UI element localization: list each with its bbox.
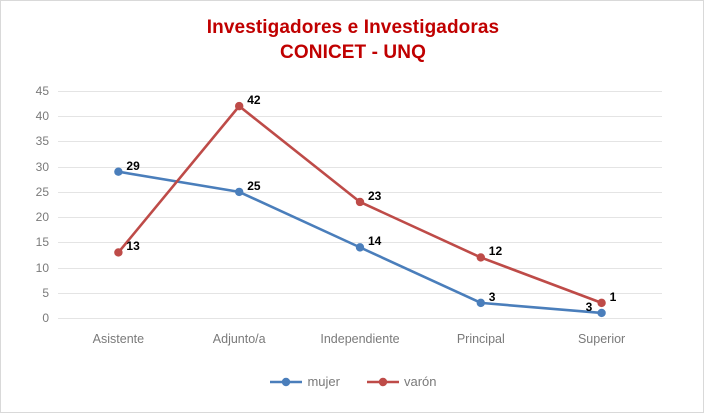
data-point-marker [355, 197, 365, 207]
y-axis-tick-label: 45 [35, 84, 49, 98]
gridline [58, 267, 662, 269]
plot-area: 29 25 14 3 3 13 42 23 12 1 [58, 91, 662, 319]
data-point-marker [235, 187, 244, 197]
data-label: 29 [126, 158, 140, 173]
x-axis-tick-label: Superior [577, 332, 626, 346]
data-label: 25 [247, 178, 261, 193]
gridline [58, 191, 662, 193]
x-axis-tick-label: Asistente [92, 332, 145, 346]
y-axis-tick-label: 25 [35, 184, 49, 199]
chart-legend: mujer varón [1, 375, 703, 389]
y-axis-tick-label: 40 [35, 109, 49, 124]
data-point-marker [355, 243, 365, 252]
x-axis-tick-label: Adjunto/a [212, 332, 266, 346]
chart-title-line-2: CONICET - UNQ [280, 42, 426, 63]
data-label: 3 [488, 289, 496, 304]
legend-swatch-icon [366, 377, 399, 387]
data-point-marker [114, 248, 123, 257]
gridline [58, 166, 662, 168]
legend-label: varón [403, 374, 437, 389]
data-point-marker [114, 167, 123, 176]
data-label: 23 [368, 188, 382, 203]
data-label: 12 [488, 244, 503, 259]
gridline [58, 91, 662, 92]
data-point-marker [235, 101, 244, 111]
data-point-marker [597, 298, 606, 308]
y-axis-tick-label: 35 [35, 134, 49, 149]
gridline [58, 292, 662, 294]
legend-item-mujer[interactable]: mujer [269, 375, 340, 389]
legend-item-varón[interactable]: varón [366, 375, 437, 389]
y-axis-tick-label: 5 [42, 285, 49, 300]
data-label: 3 [585, 299, 593, 314]
gridline [58, 318, 662, 319]
x-axis: Asistente Adjunto/a Independiente Principal… [58, 331, 662, 351]
legend-label: mujer [307, 374, 340, 389]
gridline [58, 141, 662, 143]
chart-title: Investigadores e Investigadoras CONICET … [1, 15, 703, 65]
series-lines [114, 101, 606, 318]
x-axis-tick-label: Principal [456, 332, 505, 346]
data-point-marker [597, 308, 606, 318]
data-point-marker [476, 253, 485, 262]
data-label: 13 [126, 239, 140, 254]
legend-swatch-icon [270, 377, 303, 387]
y-axis-tick-label: 30 [35, 159, 49, 174]
y-axis-tick-label: 15 [35, 235, 49, 250]
data-point-marker [476, 298, 485, 308]
gridline [58, 242, 662, 244]
y-axis-tick-label: 0 [42, 311, 49, 325]
x-axis-tick-label: Independiente [320, 332, 400, 346]
y-axis-tick-label: 20 [35, 210, 49, 225]
gridline [58, 116, 662, 118]
gridline [58, 217, 662, 219]
chart-title-line-1: Investigadores e Investigadoras [206, 17, 500, 38]
series-line-mujer [117, 170, 603, 315]
data-label: 1 [609, 289, 617, 304]
y-axis: 0 5 10 15 20 25 30 35 40 45 [1, 85, 49, 324]
data-label: 14 [368, 234, 382, 249]
data-label: 42 [247, 93, 261, 108]
y-axis-tick-label: 10 [35, 260, 49, 275]
